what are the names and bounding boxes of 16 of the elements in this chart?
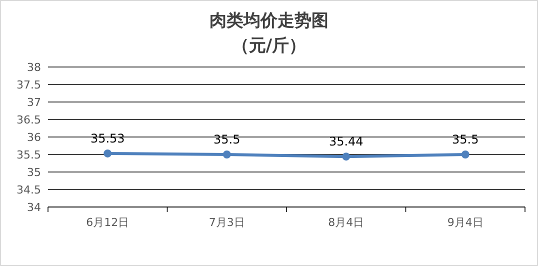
x-tick-label: 7月3日 (208, 216, 245, 229)
data-label: 35.44 (328, 134, 364, 149)
y-tick-label: 37 (27, 96, 41, 109)
chart-title: 肉类均价走势图 (210, 11, 328, 31)
y-tick-label: 37.5 (16, 78, 41, 92)
chart-subtitle: （元/斤） (232, 36, 306, 56)
y-tick-label: 38 (27, 61, 41, 74)
y-tick-label: 35 (27, 166, 41, 179)
y-tick-label: 34 (27, 201, 41, 214)
y-tick-label: 35.5 (16, 148, 41, 162)
x-tick-label: 6月12日 (86, 216, 130, 229)
x-tick-label: 9月4日 (447, 216, 484, 229)
y-tick-label: 34.5 (16, 184, 41, 196)
y-tick-label: 36.5 (16, 114, 41, 126)
x-tick-label: 8月4日 (328, 216, 364, 229)
y-tick-label: 36 (27, 131, 41, 144)
